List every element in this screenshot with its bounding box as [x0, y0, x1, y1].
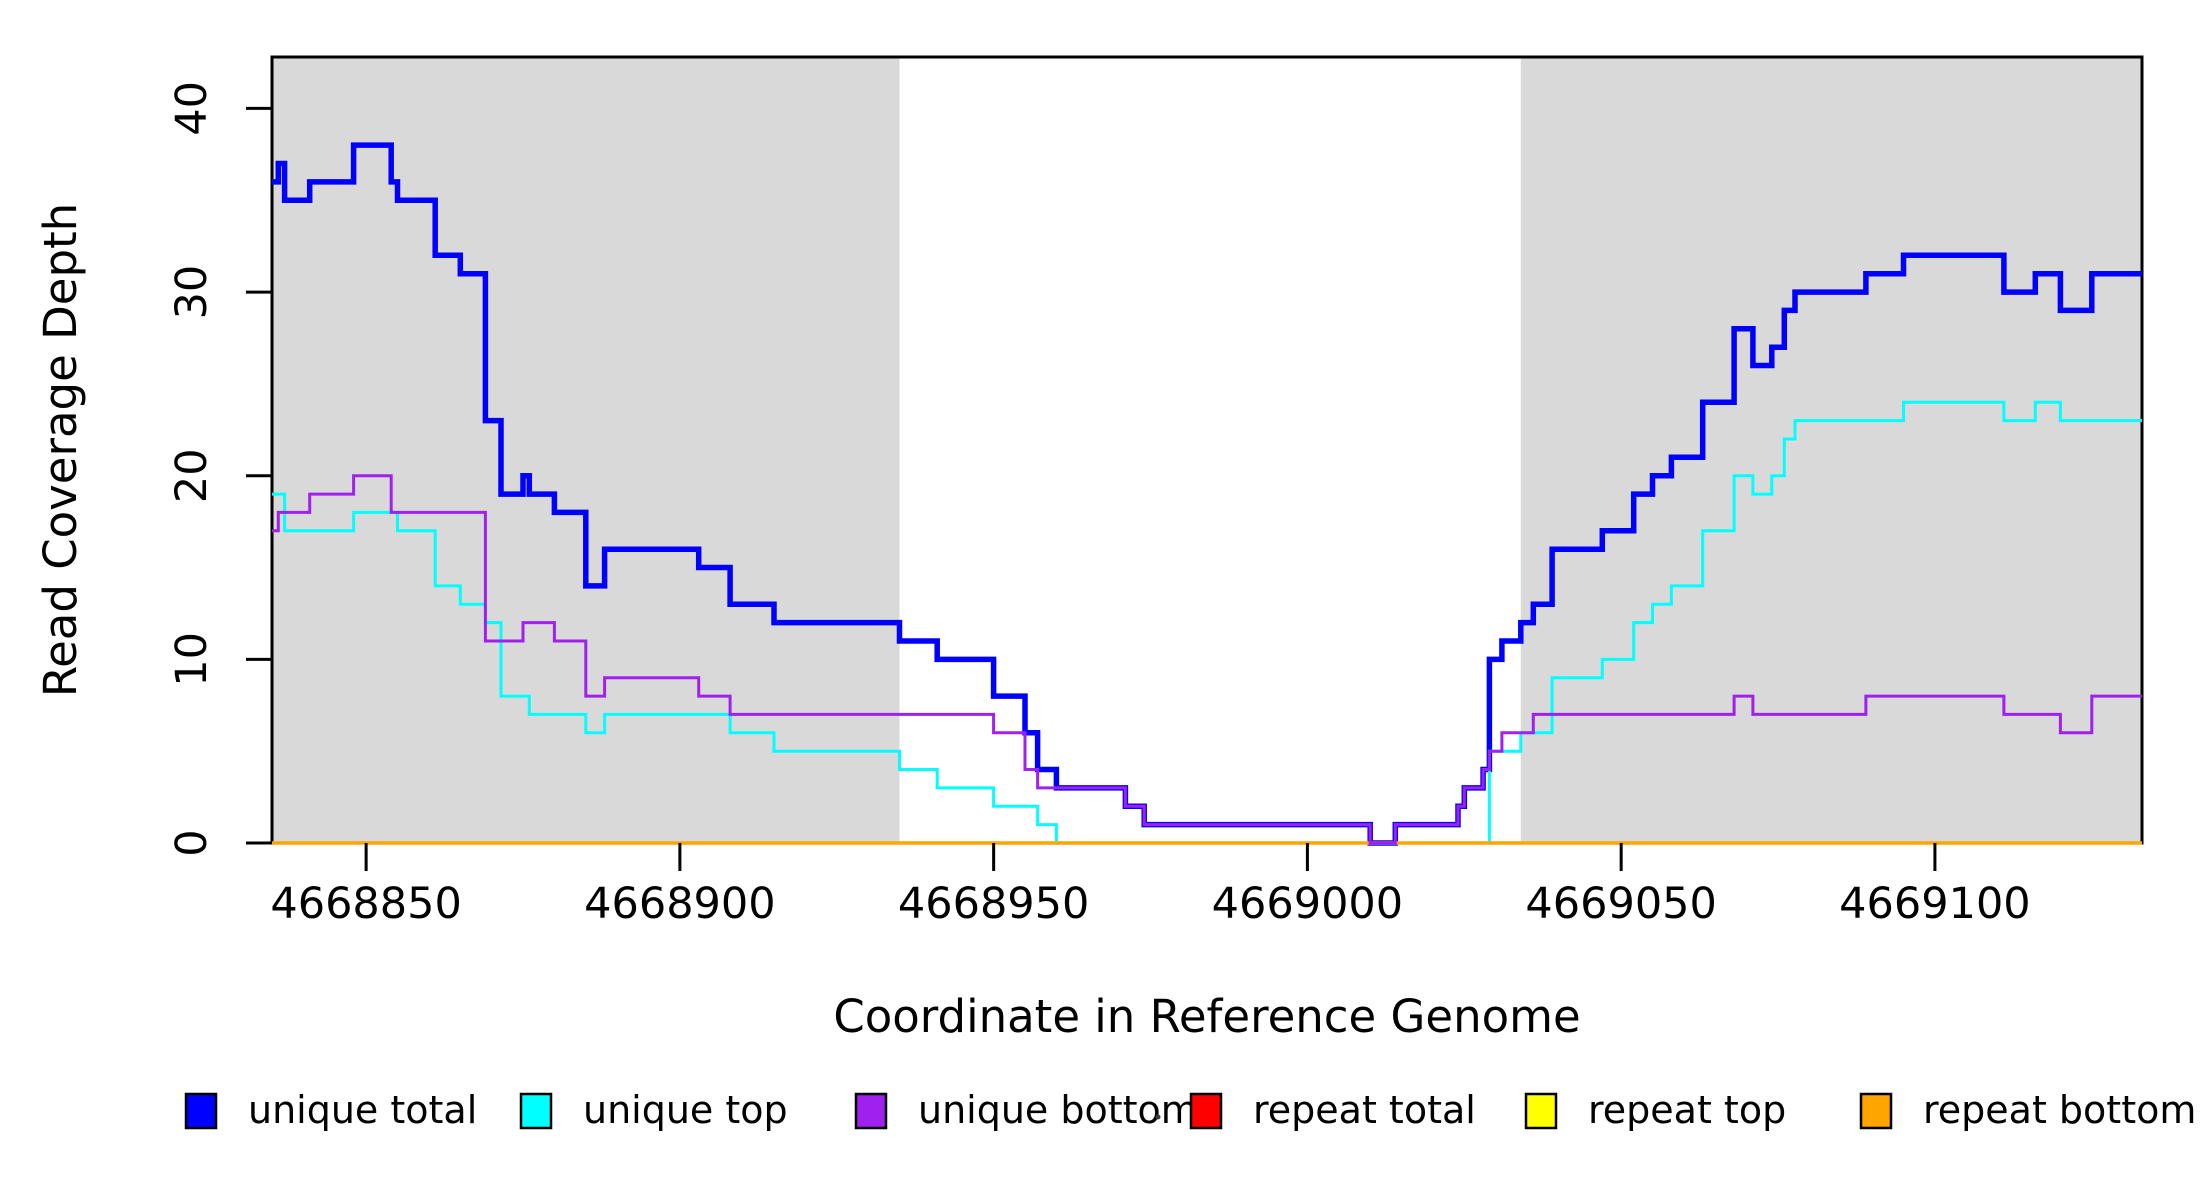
x-tick-label: 4668950: [898, 879, 1090, 929]
series-line-unique-bottom: [272, 474, 2142, 845]
legend-label-repeat-total: repeat total: [1253, 1088, 1476, 1132]
legend-swatch-unique-top: [519, 1092, 553, 1130]
x-tick-label: 4668850: [270, 879, 462, 929]
legend-swatch-repeat-bottom: [1859, 1092, 1893, 1130]
stray-dot: [1155, 1114, 1161, 1120]
left-repeat-region: [272, 57, 900, 843]
shaded-regions: [272, 57, 2142, 843]
x-axis: 4668850 4668900 4668950 4669000 4669050 46691…: [270, 843, 2031, 929]
legend: unique total unique top unique bottom repea…: [184, 1088, 2196, 1132]
y-axis-title: Read Coverage Depth: [34, 203, 87, 697]
x-tick-label: 4668900: [584, 879, 776, 929]
legend-label-unique-bottom: unique bottom: [918, 1088, 1198, 1132]
y-tick-label: 20: [167, 448, 217, 503]
x-axis-title: Coordinate in Reference Genome: [833, 990, 1580, 1043]
legend-swatch-unique-bottom: [854, 1092, 888, 1130]
legend-label-repeat-top: repeat top: [1588, 1088, 1786, 1132]
legend-swatch-unique-total: [184, 1092, 218, 1130]
y-tick-label: 40: [167, 81, 217, 136]
legend-label-repeat-bottom: repeat bottom: [1923, 1088, 2196, 1132]
y-tick-label: 30: [167, 265, 217, 320]
legend-swatch-repeat-top: [1524, 1092, 1558, 1130]
x-tick-label: 4669100: [1839, 879, 2031, 929]
legend-label-unique-total: unique total: [248, 1088, 477, 1132]
series-lines: [272, 142, 2142, 846]
legend-swatch-repeat-total: [1189, 1092, 1223, 1130]
right-repeat-region: [1520, 57, 2142, 843]
y-tick-label: 10: [167, 632, 217, 687]
legend-label-unique-top: unique top: [583, 1088, 788, 1132]
y-tick-label: 0: [167, 829, 217, 856]
x-tick-label: 4669050: [1525, 879, 1717, 929]
x-tick-label: 4669000: [1212, 879, 1404, 929]
y-axis: 0 10 20 30 40: [167, 81, 272, 857]
